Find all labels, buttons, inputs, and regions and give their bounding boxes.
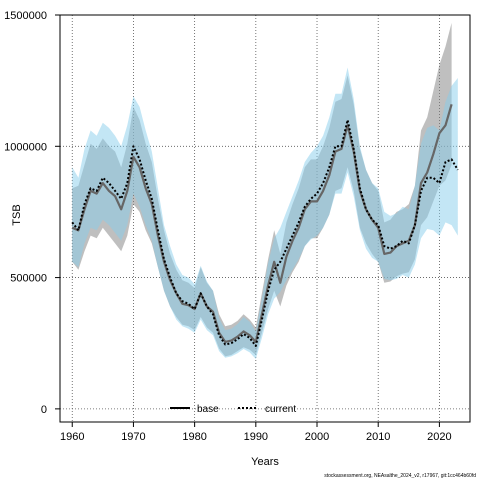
- series-lines: [71, 103, 459, 347]
- line-current: [71, 119, 459, 347]
- x-tick-label: 2020: [427, 431, 451, 443]
- y-axis-title: TSB: [11, 204, 23, 225]
- legend: base current: [170, 404, 296, 415]
- source-footnote: stockassessment.org, NEAsalthe_2024_v2, …: [324, 473, 476, 479]
- x-axis-title: Years: [251, 456, 279, 468]
- y-tick-label: 500000: [10, 273, 47, 285]
- y-tick-label: 1000000: [4, 141, 47, 153]
- confidence-bands: [72, 22, 458, 359]
- y-tick-label: 1500000: [4, 10, 47, 22]
- legend-label-base: base: [197, 404, 219, 415]
- axes: 1960 1970 1980 1990 2000 2010 2020 0 500000 10000…: [4, 10, 451, 443]
- band-current: [72, 67, 458, 359]
- x-tick-label: 2010: [366, 431, 390, 443]
- x-tick-label: 2000: [305, 431, 329, 443]
- y-tick-label: 0: [41, 404, 47, 416]
- x-tick-label: 1970: [121, 431, 145, 443]
- line-base: [71, 103, 453, 343]
- plot-frame: [59, 14, 471, 423]
- x-tick-label: 1980: [182, 431, 206, 443]
- x-tick-label: 1960: [60, 431, 84, 443]
- legend-label-current: current: [265, 404, 296, 415]
- x-tick-label: 1990: [244, 431, 268, 443]
